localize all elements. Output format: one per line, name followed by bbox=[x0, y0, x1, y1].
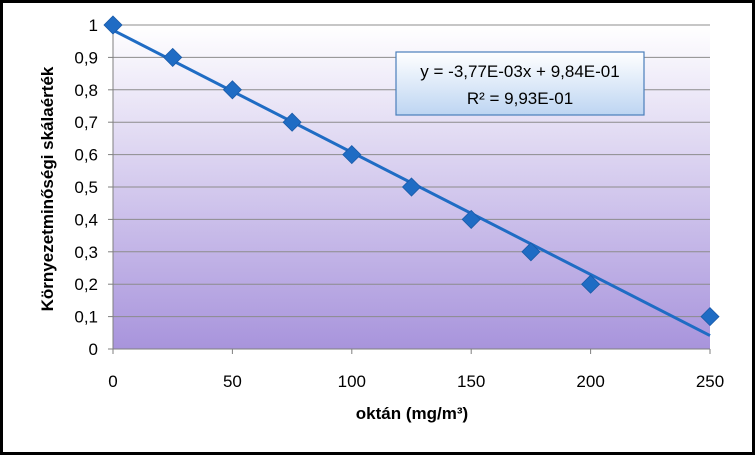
y-tick-label: 0,8 bbox=[74, 81, 98, 100]
trendline-r-squared: R² = 9,93E-01 bbox=[467, 89, 573, 108]
data-point bbox=[103, 15, 123, 35]
x-axis-title: oktán (mg/m³) bbox=[356, 404, 468, 423]
y-tick-label: 0,3 bbox=[74, 243, 98, 262]
x-tick-label: 200 bbox=[576, 372, 604, 391]
data-points bbox=[103, 15, 720, 327]
data-point bbox=[342, 145, 362, 165]
x-tick-label: 150 bbox=[457, 372, 485, 391]
x-tick-label: 250 bbox=[696, 372, 724, 391]
y-tick-label: 0 bbox=[89, 340, 98, 359]
y-tick-label: 0,1 bbox=[74, 308, 98, 327]
y-tick-label: 0,2 bbox=[74, 275, 98, 294]
x-tick-label: 0 bbox=[108, 372, 117, 391]
y-tick-label: 0,6 bbox=[74, 146, 98, 165]
y-tick-label: 0,5 bbox=[74, 178, 98, 197]
y-tick-label: 1 bbox=[89, 16, 98, 35]
y-axis-ticks: 0 0,1 0,2 0,3 0,4 0,5 0,6 0,7 0,8 0,9 1 bbox=[74, 16, 113, 359]
x-tick-label: 100 bbox=[338, 372, 366, 391]
data-point bbox=[700, 307, 720, 327]
trendline-equation-box: y = -3,77E-03x + 9,84E-01 R² = 9,93E-01 bbox=[395, 51, 645, 116]
x-axis-ticks: 0 50 100 150 200 250 bbox=[108, 349, 724, 391]
data-point bbox=[163, 47, 183, 67]
data-point bbox=[282, 112, 302, 132]
y-axis-title: Környezetminőségi skálaérték bbox=[38, 66, 57, 311]
data-point bbox=[581, 274, 601, 294]
y-tick-label: 0,7 bbox=[74, 113, 98, 132]
data-point bbox=[222, 80, 242, 100]
data-point bbox=[521, 242, 541, 262]
trendline-equation: y = -3,77E-03x + 9,84E-01 bbox=[420, 62, 619, 81]
data-point bbox=[461, 209, 481, 229]
data-point bbox=[401, 177, 422, 197]
x-tick-label: 50 bbox=[223, 372, 242, 391]
gridlines bbox=[113, 24, 710, 318]
y-tick-label: 0,4 bbox=[74, 210, 98, 229]
y-tick-label: 0,9 bbox=[74, 48, 98, 67]
